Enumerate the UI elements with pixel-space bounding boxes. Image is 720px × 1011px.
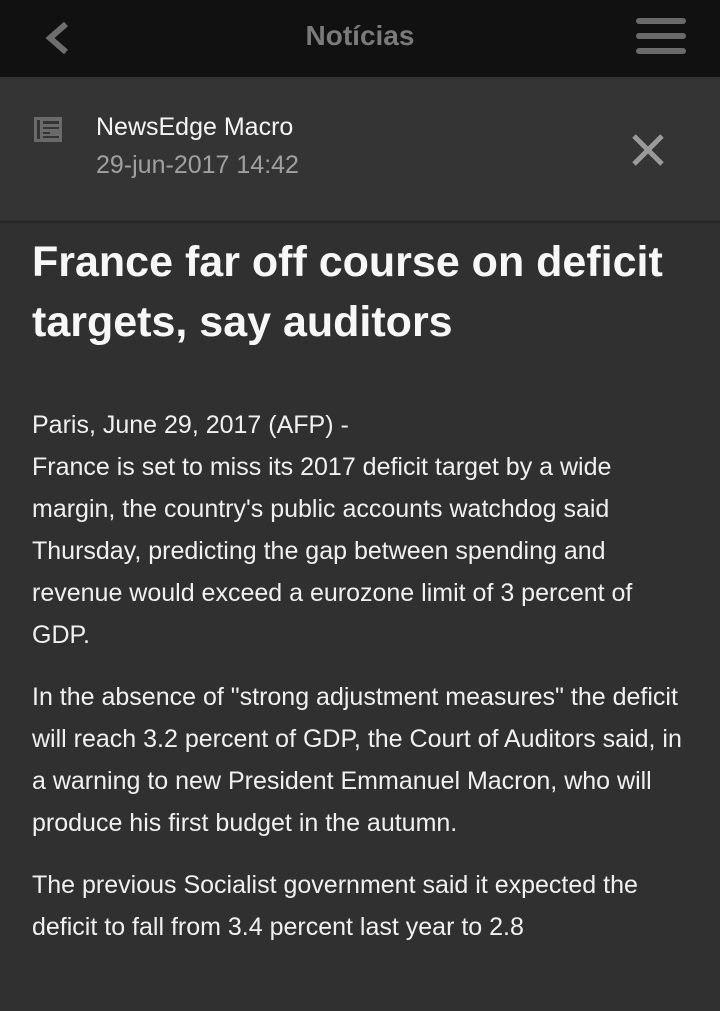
article-paragraph: France is set to miss its 2017 deficit t… [32, 453, 633, 649]
news-header: NewsEdge Macro 29-jun-2017 14:42 [0, 77, 720, 223]
hamburger-menu-icon[interactable] [636, 18, 686, 58]
chevron-left-icon[interactable] [38, 18, 78, 58]
newspaper-icon [34, 117, 62, 142]
article-headline: France far off course on deficit targets… [32, 238, 663, 346]
news-datetime: 29-jun-2017 14:42 [96, 151, 299, 179]
article-paragraph: The previous Socialist government said i… [32, 871, 638, 941]
top-bar: Notícias [0, 0, 720, 77]
article-dateline: Paris, June 29, 2017 (AFP) - [32, 411, 349, 439]
close-icon[interactable] [628, 133, 668, 167]
news-source: NewsEdge Macro [96, 113, 294, 141]
article-paragraph: In the absence of "strong adjustment mea… [32, 683, 682, 837]
article: France far off course on deficit targets… [32, 232, 692, 968]
page-title: Notícias [305, 20, 415, 51]
